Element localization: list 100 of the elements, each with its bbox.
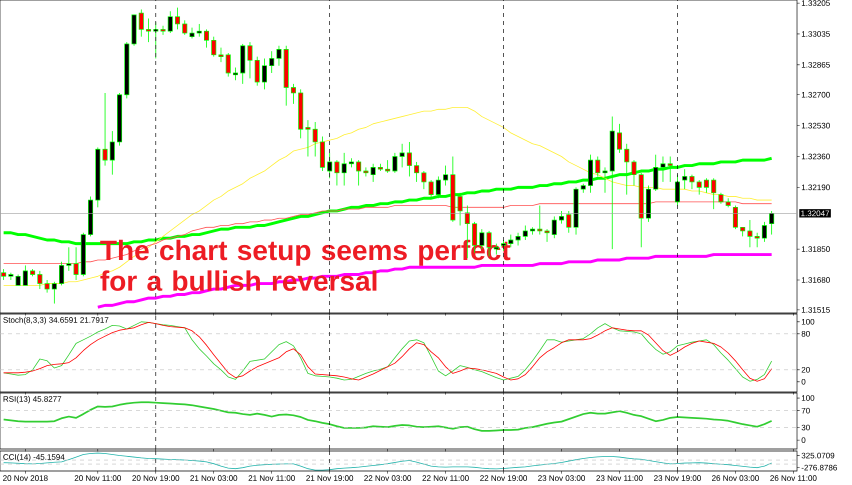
- candlestick: [290, 83, 296, 104]
- x-tick-label: 22 Nov 19:00: [480, 475, 528, 481]
- candlestick: [443, 165, 448, 186]
- x-tick-label: 20 Nov 11:00: [74, 475, 121, 481]
- y-tick-label: 70: [802, 408, 810, 414]
- candlestick: [689, 174, 694, 190]
- candlestick: [718, 192, 724, 204]
- candlestick: [37, 270, 42, 290]
- y-tick-label: 1.32700: [802, 92, 830, 98]
- candlestick: [254, 56, 260, 86]
- chart-title: CCI(14) -45.1594: [3, 454, 65, 462]
- x-tick-label: 20 Nov 2018: [3, 475, 48, 481]
- candlestick: [580, 183, 586, 194]
- candlestick: [732, 205, 738, 230]
- candlestick: [226, 52, 231, 78]
- candlestick: [552, 216, 557, 239]
- candlestick: [726, 198, 731, 208]
- y-tick-label: -276.8786: [802, 464, 837, 470]
- candlestick: [262, 58, 267, 90]
- x-tick-label: 26 Nov 03:00: [712, 475, 759, 481]
- candlestick: [704, 178, 709, 194]
- candlestick: [616, 123, 622, 154]
- candlestick: [342, 152, 347, 186]
- candlestick: [247, 42, 252, 79]
- candlestick: [16, 274, 21, 286]
- candlestick: [559, 210, 564, 224]
- candlestick: [436, 176, 441, 199]
- candlestick: [516, 232, 521, 246]
- candlestick: [406, 142, 412, 177]
- candlestick: [494, 243, 499, 255]
- candlestick: [421, 170, 426, 190]
- y-tick-label: 1.31850: [802, 246, 830, 252]
- candlestick: [682, 168, 688, 190]
- x-tick-label: 21 Nov 03:00: [190, 475, 238, 481]
- candlestick: [138, 9, 144, 38]
- chart-title: Stoch(8,3,3) 34.6591 21.7917: [3, 316, 108, 324]
- x-tick-label: 22 Nov 03:00: [364, 475, 412, 481]
- y-tick-label: 0: [802, 378, 806, 385]
- x-tick-label: 23 Nov 03:00: [538, 475, 586, 481]
- candlestick: [22, 265, 28, 286]
- y-tick-label: 1.32865: [802, 62, 830, 68]
- candlestick: [348, 158, 354, 168]
- candlestick: [190, 27, 195, 39]
- y-tick-label: 30: [802, 424, 810, 430]
- candlestick: [414, 162, 420, 182]
- y-tick-label: 1.31515: [802, 307, 830, 313]
- y-tick-label: 80: [802, 330, 810, 337]
- candlestick: [160, 25, 166, 36]
- y-tick-label: 1.33205: [802, 0, 830, 6]
- candlestick: [363, 166, 368, 177]
- candlestick: [334, 160, 340, 186]
- candlestick: [52, 281, 57, 304]
- candlestick: [110, 130, 115, 176]
- candlestick: [1, 268, 6, 280]
- candlestick: [754, 232, 760, 248]
- y-tick-label: 100: [802, 395, 814, 401]
- candlestick: [385, 160, 390, 174]
- candlestick: [305, 120, 310, 157]
- chart-title: RSI(13) 45.8277: [4, 396, 62, 404]
- x-tick-label: 22 Nov 11:00: [422, 475, 469, 481]
- candlestick: [276, 45, 282, 66]
- candlestick: [66, 246, 72, 272]
- y-tick-label: 1.32190: [802, 184, 830, 190]
- y-tick-label: 1.32360: [802, 154, 830, 160]
- candlestick: [196, 24, 202, 38]
- candlestick: [312, 122, 318, 157]
- candlestick: [204, 29, 210, 48]
- y-tick-label: 100: [802, 318, 814, 325]
- candlestick: [211, 36, 216, 58]
- candlestick: [747, 220, 752, 248]
- candlestick: [566, 210, 572, 234]
- candlestick: [392, 152, 398, 174]
- candlestick: [356, 160, 362, 186]
- candlestick: [740, 226, 746, 237]
- candlestick: [602, 166, 608, 194]
- candlestick: [400, 143, 405, 168]
- candlestick: [232, 67, 238, 81]
- x-tick-label: 26 Nov 11:00: [770, 475, 817, 481]
- x-tick-label: 21 Nov 19:00: [306, 475, 354, 481]
- candlestick: [44, 280, 50, 294]
- candlestick: [696, 180, 702, 196]
- candlestick: [146, 18, 152, 43]
- candlestick: [59, 261, 64, 286]
- candlestick: [544, 228, 550, 242]
- candlestick: [428, 180, 434, 199]
- x-tick-label: 20 Nov 19:00: [132, 475, 180, 481]
- candlestick: [769, 210, 774, 235]
- x-tick-label: 21 Nov 11:00: [248, 475, 295, 481]
- candlestick: [458, 192, 463, 226]
- candlestick: [631, 160, 636, 186]
- candlestick: [537, 205, 542, 235]
- candlestick: [168, 10, 173, 34]
- y-tick-label: 1.31680: [802, 277, 830, 283]
- ref-line-label: 1.32047: [801, 210, 830, 216]
- candlestick: [370, 163, 376, 182]
- y-tick-label: 0: [802, 437, 806, 443]
- candlestick: [762, 221, 767, 242]
- candlestick: [218, 47, 224, 62]
- candlestick: [102, 92, 108, 166]
- candlestick: [175, 7, 180, 30]
